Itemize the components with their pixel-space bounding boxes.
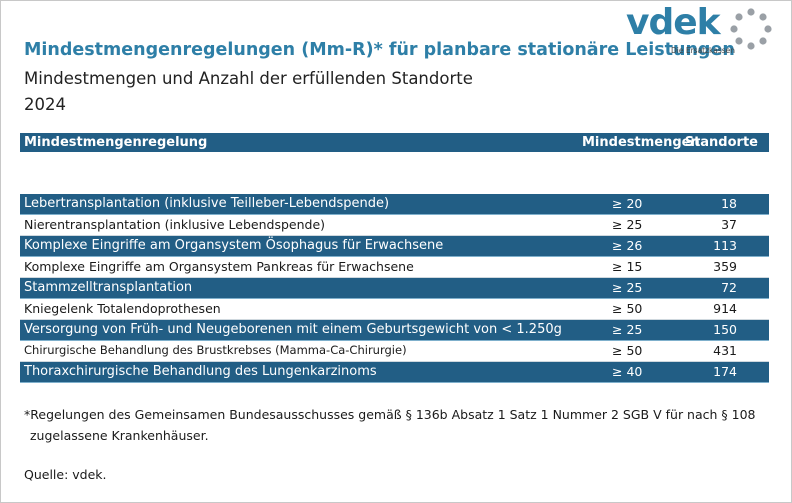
table-row: Chirurgische Behandlung des Brustkrebses… xyxy=(20,341,769,362)
row-min: ≥ 26 xyxy=(612,238,643,253)
page-title: Mindestmengenregelungen (Mm-R)* für plan… xyxy=(24,40,735,60)
row-name: Komplexe Eingriffe am Organsystem Ösopha… xyxy=(24,238,444,253)
row-name: Kniegelenk Totalendoprothesen xyxy=(24,301,221,316)
footnote-line-1: *Regelungen des Gemeinsamen Bundesaussch… xyxy=(24,407,756,422)
row-name: Thoraxchirurgische Behandlung des Lungen… xyxy=(24,364,377,379)
row-name: Lebertransplantation (inklusive Teillebe… xyxy=(24,196,390,211)
column-header-standorte: Standorte xyxy=(684,135,758,150)
row-sites: 72 xyxy=(721,280,737,295)
table-row: Thoraxchirurgische Behandlung des Lungen… xyxy=(20,362,769,383)
table-row: Komplexe Eingriffe am Organsystem Ösopha… xyxy=(20,236,769,257)
row-min: ≥ 20 xyxy=(612,196,643,211)
row-name: Versorgung von Früh- und Neugeborenen mi… xyxy=(24,322,562,337)
column-header-mindestmengen: Mindestmengen xyxy=(582,135,700,150)
vdek-logo: vdek Die Ersatzkassen xyxy=(626,2,776,58)
row-min: ≥ 50 xyxy=(612,301,643,316)
year-label: 2024 xyxy=(24,95,66,114)
row-sites: 37 xyxy=(721,217,737,232)
table-header: Mindestmengenregelung Mindestmengen Stan… xyxy=(20,133,769,152)
row-min: ≥ 15 xyxy=(612,259,643,274)
table-spacer xyxy=(20,152,769,194)
row-sites: 113 xyxy=(713,238,737,253)
row-name: Stammzelltransplantation xyxy=(24,280,193,295)
table-row: Lebertransplantation (inklusive Teillebe… xyxy=(20,194,769,215)
logo-tagline: Die Ersatzkassen xyxy=(671,46,736,55)
row-sites: 431 xyxy=(713,343,737,358)
table-row: Stammzelltransplantation ≥ 25 72 xyxy=(20,278,769,299)
column-header-regelung: Mindestmengenregelung xyxy=(24,135,208,150)
row-sites: 18 xyxy=(721,196,737,211)
footnote-line-2: zugelassene Krankenhäuser. xyxy=(30,428,209,443)
source-note: Quelle: vdek. xyxy=(24,467,107,482)
table-row: Nierentransplantation (inklusive Lebends… xyxy=(20,215,769,236)
row-sites: 150 xyxy=(713,322,737,337)
logo-ring-icon xyxy=(730,8,772,50)
table-row: Kniegelenk Totalendoprothesen ≥ 50 914 xyxy=(20,299,769,320)
row-min: ≥ 25 xyxy=(612,322,643,337)
row-name: Chirurgische Behandlung des Brustkrebses… xyxy=(24,343,407,357)
row-min: ≥ 40 xyxy=(612,364,643,379)
row-min: ≥ 50 xyxy=(612,343,643,358)
logo-wordmark: vdek xyxy=(626,2,721,43)
row-name: Komplexe Eingriffe am Organsystem Pankre… xyxy=(24,259,414,274)
row-min: ≥ 25 xyxy=(612,280,643,295)
table-row: Versorgung von Früh- und Neugeborenen mi… xyxy=(20,320,769,341)
row-name: Nierentransplantation (inklusive Lebends… xyxy=(24,217,326,232)
footnote: *Regelungen des Gemeinsamen Bundesaussch… xyxy=(24,404,764,446)
row-sites: 914 xyxy=(713,301,737,316)
page-subtitle: Mindestmengen und Anzahl der erfüllenden… xyxy=(24,69,473,88)
row-sites: 359 xyxy=(713,259,737,274)
mindestmengen-table: Mindestmengenregelung Mindestmengen Stan… xyxy=(20,133,769,383)
row-min: ≥ 25 xyxy=(612,217,643,232)
table-row: Komplexe Eingriffe am Organsystem Pankre… xyxy=(20,257,769,278)
row-sites: 174 xyxy=(713,364,737,379)
